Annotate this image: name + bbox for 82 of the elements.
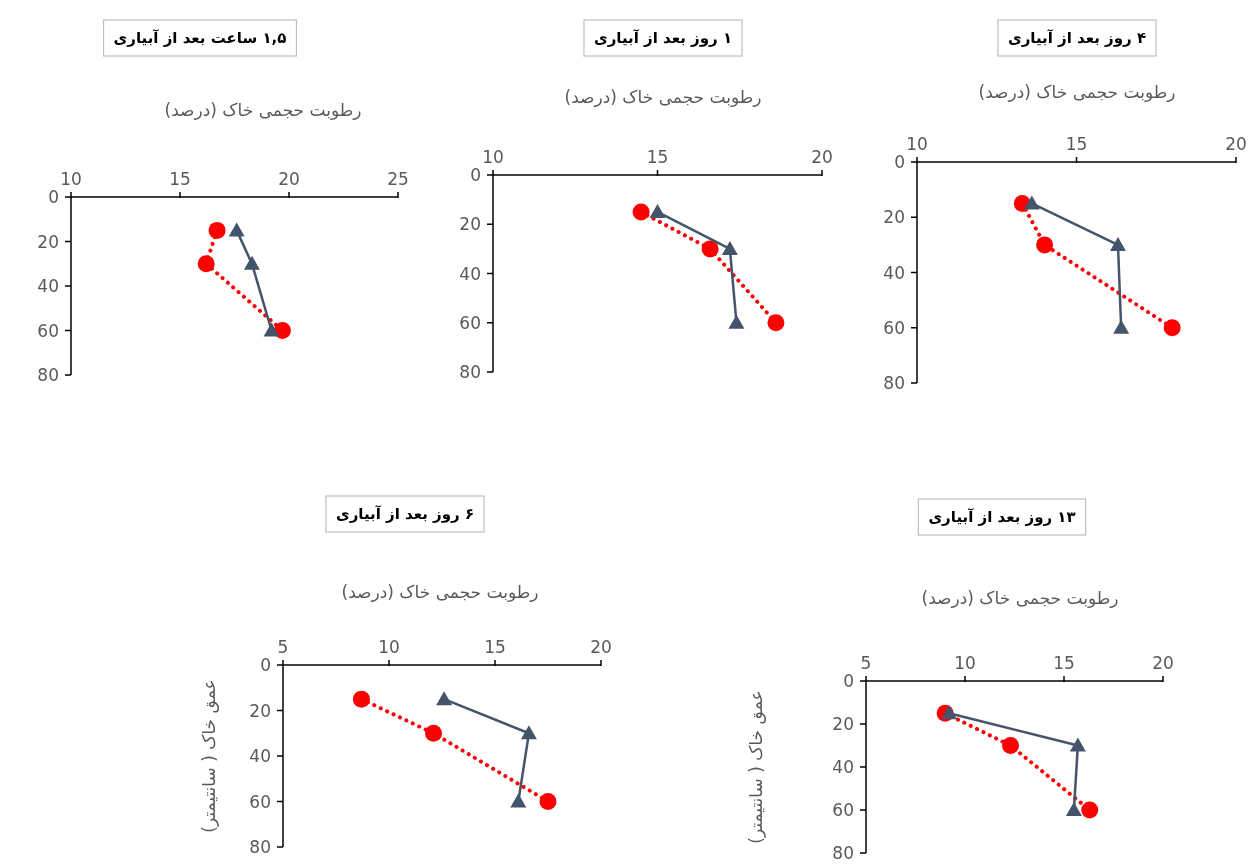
point	[425, 724, 443, 742]
point	[436, 691, 453, 706]
point	[649, 203, 666, 218]
point	[228, 222, 245, 237]
x-tick-label: 15	[646, 147, 669, 167]
point	[1113, 319, 1130, 334]
x-tick-label: 10	[482, 147, 504, 167]
y-tick-label: 40	[249, 746, 271, 766]
point	[243, 255, 260, 270]
y-tick-label: 20	[883, 207, 905, 228]
x-tick-label: 15	[1065, 134, 1088, 154]
y-tick-label: 80	[249, 837, 271, 857]
y-tick-label: 0	[894, 152, 905, 172]
y-tick-label: 0	[260, 655, 271, 675]
y-tick-label: 80	[37, 365, 59, 385]
x-tick-label: 20	[278, 169, 300, 189]
x-tick-label: 15	[484, 637, 506, 657]
y-tick-label: 80	[459, 362, 481, 382]
y-tick-label: 0	[470, 165, 481, 185]
chart-title: ۱ روز بعد از آبیاری	[593, 29, 733, 47]
x-axis-title: رطوبت حجمی خاک (درصد)	[921, 588, 1119, 608]
x-tick-label: 15	[169, 169, 191, 189]
point	[1069, 737, 1086, 752]
x-tick-label: 10	[378, 637, 400, 657]
x-tick-label: 20	[1152, 653, 1174, 673]
chart-title: ۱۳ روز بعد از آبیاری	[928, 508, 1076, 526]
point	[263, 322, 280, 337]
point	[520, 725, 537, 740]
y-tick-label: 20	[459, 214, 481, 235]
y-tick-label: 60	[459, 312, 481, 333]
y-tick-label: 20	[37, 231, 59, 252]
point	[352, 690, 370, 708]
point	[701, 240, 719, 258]
point	[1023, 195, 1040, 210]
x-axis-title: رطوبت حجمی خاک (درصد)	[341, 582, 539, 602]
x-tick-label: 10	[60, 169, 82, 189]
x-tick-label: 20	[811, 147, 833, 167]
point	[1109, 236, 1126, 251]
x-tick-label: 20	[1225, 134, 1247, 154]
y-tick-label: 60	[832, 800, 854, 820]
point	[728, 314, 745, 329]
x-tick-label: 10	[906, 134, 928, 154]
y-axis-title: عمق خاک ( سانتیمتر)	[746, 690, 766, 844]
point	[197, 255, 215, 273]
y-tick-label: 40	[832, 757, 854, 777]
point	[632, 203, 650, 221]
point	[721, 240, 738, 255]
chart-title: ۱,۵ ساعت بعد از آبیاری	[113, 29, 287, 47]
y-tick-label: 80	[883, 373, 905, 393]
point	[208, 221, 226, 239]
x-tick-label: 5	[860, 653, 872, 673]
y-tick-label: 60	[883, 317, 905, 338]
point	[1065, 802, 1082, 816]
x-tick-label: 20	[590, 637, 612, 657]
y-tick-label: 60	[249, 791, 271, 812]
y-axis-title: عمق خاک ( سانتیمتر)	[199, 679, 219, 833]
x-axis-title: رطوبت حجمی خاک (درصد)	[164, 100, 362, 120]
point	[539, 793, 557, 810]
y-tick-label: 40	[883, 262, 905, 283]
x-tick-label: 25	[387, 169, 409, 189]
chart-title: ۴ روز بعد از آبیاری	[1007, 29, 1147, 47]
point	[1002, 737, 1020, 754]
y-tick-label: 20	[832, 714, 854, 734]
point	[1081, 801, 1099, 819]
y-tick-label: 40	[37, 276, 59, 296]
point	[941, 705, 958, 720]
point	[1163, 319, 1181, 337]
x-tick-label: 15	[1053, 653, 1075, 673]
y-tick-label: 0	[843, 671, 854, 691]
y-tick-label: 80	[832, 843, 854, 863]
x-axis-title: رطوبت حجمی خاک (درصد)	[978, 82, 1176, 102]
point	[510, 793, 527, 808]
point	[767, 314, 785, 332]
point	[1036, 236, 1054, 254]
chart-title: ۶ روز بعد از آبیاری	[335, 505, 475, 523]
y-tick-label: 40	[459, 263, 481, 284]
x-tick-label: 5	[277, 637, 289, 657]
x-tick-label: 10	[954, 653, 976, 673]
x-axis-title: رطوبت حجمی خاک (درصد)	[564, 87, 762, 107]
y-tick-label: 20	[249, 700, 271, 721]
y-tick-label: 60	[37, 320, 59, 341]
y-tick-label: 0	[48, 187, 59, 207]
